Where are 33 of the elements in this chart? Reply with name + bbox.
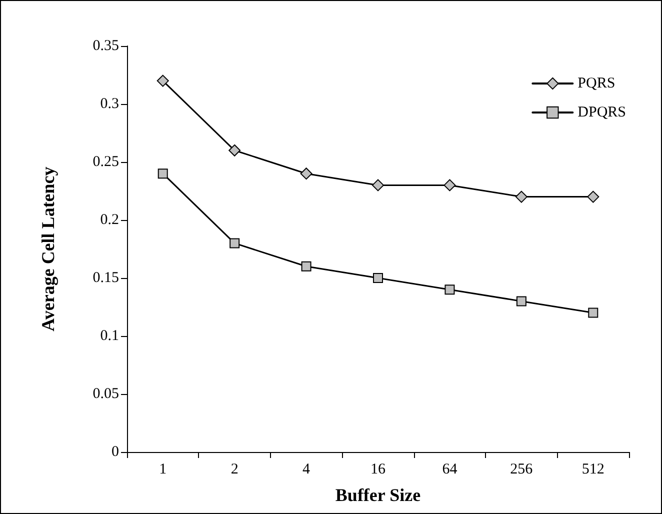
- point: [228, 144, 241, 156]
- legend-label: DPQRS: [578, 104, 626, 120]
- point: [588, 308, 598, 318]
- x-tick-label: 64: [442, 462, 458, 478]
- point: [515, 190, 528, 203]
- point: [444, 179, 456, 192]
- x-tick-label: 1: [159, 462, 167, 478]
- legend-label: PQRS: [578, 76, 616, 92]
- y-axis-title: Average Cell Latency: [38, 166, 58, 332]
- y-tick-label: 0.35: [92, 38, 119, 54]
- point: [301, 261, 312, 272]
- y-tick-label: 0: [112, 444, 119, 460]
- y-tick-label: 0.15: [92, 270, 119, 286]
- x-tick-label: 4: [302, 462, 311, 478]
- y-tick-label: 0.05: [92, 386, 119, 402]
- point: [372, 179, 384, 192]
- point: [373, 273, 383, 283]
- point: [156, 74, 169, 87]
- point: [158, 168, 168, 179]
- point: [516, 296, 526, 306]
- point: [587, 190, 600, 203]
- x-tick-label: 16: [370, 462, 386, 478]
- point: [300, 168, 312, 180]
- point: [230, 238, 240, 248]
- x-axis-title: Buffer Size: [335, 485, 421, 505]
- x-tick-label: 256: [510, 462, 534, 478]
- y-tick-label: 0.1: [100, 328, 119, 344]
- y-tick-label: 0.25: [92, 154, 119, 170]
- point: [444, 284, 455, 295]
- y-tick-label: 0.2: [100, 212, 119, 228]
- y-tick-label: 0.3: [100, 96, 119, 112]
- x-tick-label: 512: [582, 462, 604, 478]
- x-tick-label: 2: [230, 462, 238, 478]
